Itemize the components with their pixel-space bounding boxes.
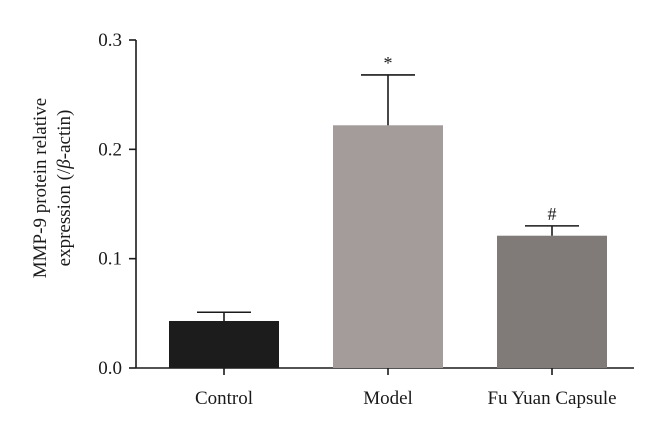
y-tick-label: 0.1 bbox=[98, 249, 122, 270]
y-axis-label-line1: MMP-9 protein relative bbox=[30, 98, 51, 278]
y-axis-label-pre: expression (/ bbox=[54, 168, 75, 266]
bar bbox=[169, 320, 279, 368]
y-axis-label-greek: β bbox=[54, 159, 75, 170]
y-tick-label: 0.0 bbox=[98, 358, 122, 379]
category-label: Model bbox=[363, 388, 413, 409]
significance-marker: # bbox=[548, 204, 557, 224]
y-tick-label: 0.3 bbox=[98, 30, 122, 51]
y-axis-label-post: -actin) bbox=[54, 110, 75, 160]
y-axis-label: MMP-9 protein relative expression (/β-ac… bbox=[30, 98, 75, 278]
y-axis-label-line2: expression (/β-actin) bbox=[54, 110, 75, 267]
y-tick-label: 0.2 bbox=[98, 139, 122, 160]
bar bbox=[497, 235, 607, 368]
bar bbox=[333, 125, 443, 368]
category-label: Fu Yuan Capsule bbox=[487, 388, 616, 409]
category-labels: Control Model Fu Yuan Capsule bbox=[195, 368, 617, 409]
significance-marker: * bbox=[384, 53, 393, 73]
bars: *# bbox=[169, 53, 607, 368]
category-label: Control bbox=[195, 388, 253, 409]
